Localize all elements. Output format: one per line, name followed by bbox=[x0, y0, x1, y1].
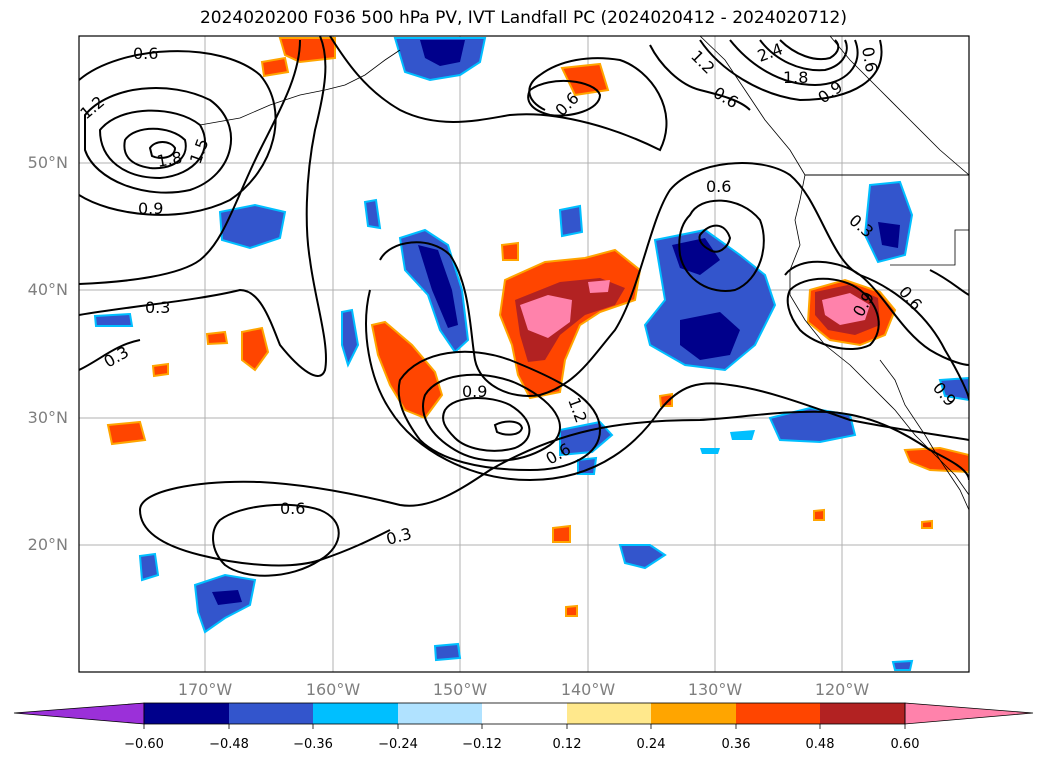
colorbar-tick-label: 0.36 bbox=[721, 737, 751, 752]
colorbar-segment bbox=[736, 703, 820, 724]
colorbar-tick-label: 0.60 bbox=[890, 737, 920, 752]
neg-region-west bbox=[218, 203, 287, 250]
colorbar-over-triangle bbox=[904, 702, 1034, 725]
gridlines bbox=[79, 36, 969, 672]
lon-label: 140°W bbox=[560, 680, 616, 699]
colorbar-tick-label: −0.12 bbox=[462, 737, 502, 752]
contour-label: 1.8 bbox=[155, 148, 183, 171]
positive-ivt-regions bbox=[106, 37, 969, 617]
pv-contours bbox=[79, 36, 969, 577]
colorbar-tick-label: 0.24 bbox=[636, 737, 666, 752]
colorbar-tick-label: −0.48 bbox=[209, 737, 249, 752]
colorbar-tick-label: −0.60 bbox=[124, 737, 164, 752]
colorbar-tick-label: −0.24 bbox=[378, 737, 418, 752]
lon-label: 160°W bbox=[305, 680, 361, 699]
colorbar-tick-label: −0.36 bbox=[293, 737, 333, 752]
colorbar-segment bbox=[567, 703, 651, 724]
contour-label: 0.6 bbox=[706, 177, 731, 196]
contour-label: 0.6 bbox=[858, 45, 881, 73]
colorbar-tick-label: 0.48 bbox=[805, 737, 835, 752]
colorbar-segment bbox=[229, 703, 313, 724]
lat-label: 40°N bbox=[27, 280, 68, 299]
contour-label: 0.3 bbox=[145, 298, 170, 317]
contour-label: 1.8 bbox=[783, 68, 808, 87]
colorbar-segment bbox=[398, 703, 482, 724]
neg-region-coast bbox=[863, 180, 914, 264]
colorbar-tick-label: 0.12 bbox=[552, 737, 582, 752]
contour-label: 0.9 bbox=[138, 199, 163, 218]
contour-label: 0.9 bbox=[462, 382, 487, 401]
contour-label: 0.6 bbox=[133, 44, 158, 63]
chart-title: 2024020200 F036 500 hPa PV, IVT Landfall… bbox=[199, 8, 847, 28]
colorbar-segment bbox=[820, 703, 905, 724]
lon-label: 150°W bbox=[432, 680, 488, 699]
colorbar-under-triangle bbox=[13, 702, 145, 725]
neg-region-east bbox=[643, 228, 777, 372]
map-area: 0.6 1.2 1.8 1.5 0.9 0.3 0.3 0.6 0.6 1.2 … bbox=[79, 36, 969, 672]
lat-label: 20°N bbox=[27, 535, 68, 554]
colorbar-segment bbox=[313, 703, 398, 724]
lon-label: 120°W bbox=[814, 680, 870, 699]
lat-label: 30°N bbox=[27, 408, 68, 427]
contour-label: 0.6 bbox=[280, 499, 305, 518]
map-frame bbox=[78, 35, 970, 673]
lat-label: 50°N bbox=[27, 153, 68, 172]
colorbar-segment bbox=[651, 703, 736, 724]
lon-label: 170°W bbox=[177, 680, 233, 699]
colorbar bbox=[13, 702, 1034, 729]
colorbar-segment bbox=[144, 703, 229, 724]
lon-label: 130°W bbox=[687, 680, 743, 699]
colorbar-segment bbox=[482, 703, 567, 724]
